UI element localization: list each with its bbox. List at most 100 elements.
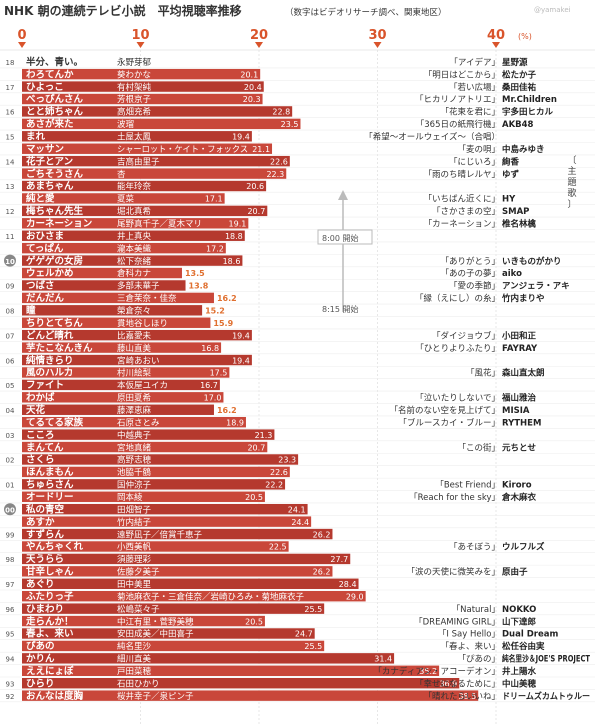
theme-song-title: 「若い広場」 — [449, 82, 500, 93]
drama-title: 瞳 — [26, 305, 36, 317]
theme-song-artist: 小田和正 — [501, 330, 537, 341]
table-row: 18.6 10 ゲゲゲの女房 松下奈緒 「ありがとう」 いきものがかり — [0, 254, 595, 268]
bar-value-label: 26.2 — [313, 568, 331, 577]
table-row: 17.1 純と愛 夏菜 「いちばん近くに」 HY — [0, 193, 595, 205]
theme-song-artist: NOKKO — [502, 605, 536, 615]
table-row: 29.0 ふたりっ子 菊池麻衣子・三倉佳奈／岩崎ひろみ・菊地麻衣子 — [0, 590, 595, 603]
theme-song-artist: 桑田佳祐 — [501, 82, 537, 93]
table-row: 13.8 09 つばさ 多部未華子 「愛の季節」 アンジェラ・アキ — [0, 280, 595, 292]
bar — [22, 354, 252, 366]
drama-title: すずらん — [26, 528, 65, 540]
bar — [22, 392, 224, 403]
theme-song-title: 「雨のち晴レルヤ」 — [423, 169, 500, 180]
drama-title: わろてんか — [26, 69, 74, 80]
bar-value-label: 16.2 — [217, 406, 237, 415]
lead-actress: 宮地真緒 — [117, 442, 152, 453]
bar — [22, 503, 308, 515]
lead-actress: 桜井幸子／泉ピン子 — [117, 691, 194, 702]
table-row: 21.3 03 こころ 中越典子 — [0, 429, 595, 442]
x-tick-marker-10 — [136, 42, 145, 48]
lead-actress: 三倉茉奈・佳奈 — [117, 293, 177, 304]
theme-song-title: 「あの子の夢」 — [440, 268, 500, 279]
drama-title: マッサン — [26, 144, 64, 155]
table-row: 22.8 16 とと姉ちゃん 高畑充希 「花束を君に」 宇多田ヒカル — [0, 106, 595, 118]
bar — [22, 342, 222, 353]
time-note-800: 8:00 開始 — [322, 233, 359, 243]
bar-value-label: 22.3 — [266, 170, 284, 179]
year-label: 16 — [6, 109, 15, 117]
lead-actress: シャーロット・ケイト・フォックス — [117, 145, 248, 155]
theme-song-title: 「カナディアン・アコーデオン」 — [373, 666, 500, 677]
year-label: 18 — [6, 59, 15, 67]
chart-title: NHK 朝の連続テレビ小説 平均視聴率推移 — [4, 3, 242, 18]
drama-title: やんちゃくれ — [26, 542, 84, 553]
bar-value-label: 20.6 — [246, 182, 264, 191]
lead-actress: 宮崎あおい — [117, 355, 160, 366]
table-row: 36.9 93 ひらり 石田ひかり 「幸せになるために」 中山美穂 — [0, 678, 595, 690]
theme-song-title: 「名前のない空を見上げて」 — [389, 405, 500, 416]
lead-actress: 瀧本美織 — [117, 243, 152, 254]
theme-song-artist: ウルフルズ — [502, 542, 545, 553]
bar-value-label: 15.2 — [205, 307, 225, 316]
table-row: 15.9 ちりとてちん 貫地谷しほり — [0, 317, 595, 330]
bar — [22, 516, 312, 527]
drama-title: オードリー — [26, 492, 74, 503]
bar — [22, 379, 220, 391]
bar — [22, 168, 287, 179]
theme-song-artist: 原由子 — [502, 567, 528, 578]
time-note-815: 8:15 開始 — [322, 304, 359, 314]
lead-actress: 吉高由里子 — [117, 156, 160, 167]
lead-actress: 芳根京子 — [117, 94, 152, 105]
drama-title: わかば — [26, 392, 55, 404]
lead-actress: 多部未華子 — [117, 281, 160, 292]
table-row: 13.5 ウェルかめ 倉科カナ 「あの子の夢」 aiko — [0, 267, 595, 280]
lead-actress: 松嶋菜々子 — [117, 604, 160, 615]
bar-value-label: 22.6 — [270, 468, 288, 477]
bar — [22, 466, 290, 478]
bar-value-label: 20.4 — [244, 83, 262, 92]
table-row: 22.6 ほんまもん 池脇千鶴 — [0, 466, 595, 479]
bar-value-label: 17.0 — [204, 394, 222, 403]
bar — [22, 193, 225, 204]
table-row: 19.1 カーネーション 尾野真千子／夏木マリ 「カーネーション」 椎名林檎 — [0, 218, 595, 230]
lead-actress: 菊池麻衣子・三倉佳奈／岩崎ひろみ・菊地麻衣子 — [117, 591, 305, 602]
bar — [22, 491, 265, 502]
drama-title: 天うらら — [26, 554, 64, 565]
drama-title: ひよっこ — [26, 82, 64, 93]
lead-actress: 須藤理彩 — [117, 554, 152, 565]
table-row: 22.3 ごちそうさん 杏 「雨のち晴レルヤ」 ゆず — [0, 168, 595, 181]
theme-song-title: 「DREAMING GIRL」 — [414, 617, 500, 627]
year-label: 03 — [6, 432, 15, 440]
theme-song-title: 「にじいろ」 — [449, 157, 500, 167]
theme-song-artist: いきものがかり — [502, 256, 562, 267]
lead-actress: 藤山直美 — [117, 343, 152, 354]
chart-subtitle: （数字はビデオリサーチ調べ、関東地区） — [285, 7, 447, 18]
theme-song-title: 「さかさまの空」 — [432, 206, 500, 217]
x-tick-marker-20 — [255, 42, 263, 48]
bar-value-label: 23.5 — [281, 120, 299, 129]
lead-actress: 国仲涼子 — [117, 480, 152, 491]
bar-value-label: 19.1 — [229, 220, 247, 229]
bar-value-label: 15.9 — [213, 319, 233, 328]
bar — [22, 603, 325, 614]
bar-rows: 18 半分、青い。 永野芽郁 「アイデア」 星野源 20.1 わろてんか 葵わかな 「明日はどこ… — [0, 56, 595, 703]
theme-song-title: 「ヒカリノアトリエ」 — [415, 95, 500, 105]
theme-song-title: 「花束を君に」 — [440, 107, 500, 118]
table-row: 19.4 06 純情きらり 宮崎あおい — [0, 354, 595, 367]
bar-value-label: 19.4 — [232, 133, 250, 142]
year-label: 94 — [6, 656, 15, 664]
year-label: 96 — [6, 606, 15, 614]
drama-title: おんなは度胸 — [26, 690, 84, 702]
drama-title: ふたりっ子 — [26, 591, 74, 602]
x-unit-label: (%) — [518, 32, 532, 41]
theme-song-artist: 宇多田ヒカル — [502, 107, 554, 118]
theme-song-title: 「麦の唄」 — [457, 144, 500, 155]
bar-value-label: 25.5 — [304, 642, 322, 651]
theme-song-title: 「365日の紙飛行機」 — [416, 119, 500, 130]
theme-song-title: 「いちばん近くに」 — [423, 194, 500, 205]
annotations: 8:00 開始 8:15 開始 〔主題歌〕 — [317, 155, 577, 314]
bar — [22, 218, 249, 229]
x-tick-label-10: 10 — [131, 28, 149, 43]
theme-song-artist: AKB48 — [502, 120, 534, 130]
year-label: 99 — [6, 531, 15, 539]
